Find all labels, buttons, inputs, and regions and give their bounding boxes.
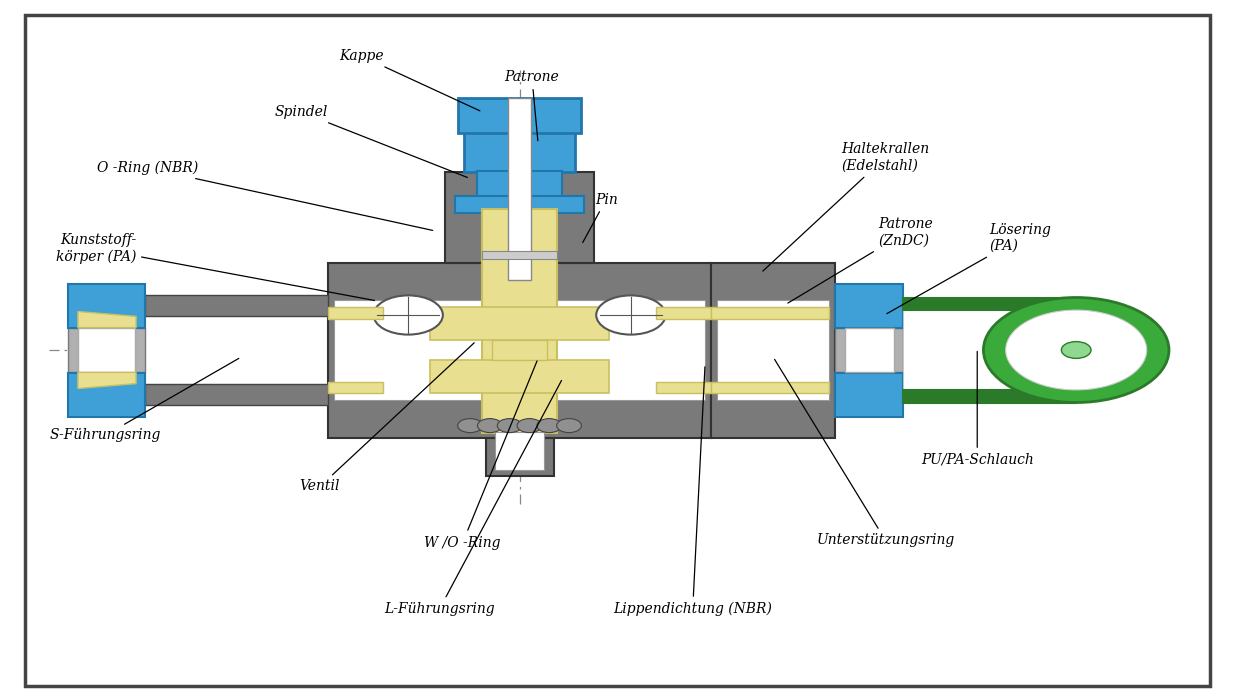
Bar xyxy=(145,384,328,405)
Polygon shape xyxy=(656,382,711,393)
Bar xyxy=(717,300,829,400)
Text: Lösering
(PA): Lösering (PA) xyxy=(887,223,1051,314)
Polygon shape xyxy=(78,372,136,389)
Circle shape xyxy=(537,419,562,433)
Polygon shape xyxy=(656,307,711,319)
Text: Unterstützungsring: Unterstützungsring xyxy=(774,359,955,547)
Text: Kunststoff-
körper (PA): Kunststoff- körper (PA) xyxy=(56,233,375,300)
Bar xyxy=(845,328,894,372)
Text: Ventil: Ventil xyxy=(299,343,474,494)
Bar xyxy=(145,295,328,316)
Bar xyxy=(903,310,1054,390)
Circle shape xyxy=(557,419,581,433)
Text: Haltekrallen
(Edelstahl): Haltekrallen (Edelstahl) xyxy=(763,142,929,271)
Polygon shape xyxy=(711,382,829,393)
Bar xyxy=(485,438,553,476)
Polygon shape xyxy=(711,307,829,319)
Text: Patrone: Patrone xyxy=(505,70,559,141)
Bar xyxy=(445,172,594,262)
Bar xyxy=(430,360,609,393)
Bar xyxy=(430,307,609,340)
Bar xyxy=(328,262,711,438)
Bar xyxy=(508,98,531,280)
Bar xyxy=(835,373,903,416)
Bar xyxy=(835,284,903,328)
Bar xyxy=(482,251,557,259)
Bar xyxy=(78,328,135,372)
Bar xyxy=(145,316,328,384)
Circle shape xyxy=(458,419,482,433)
Bar xyxy=(68,328,145,372)
Text: L-Führungsring: L-Führungsring xyxy=(385,381,562,616)
Polygon shape xyxy=(328,382,383,393)
Circle shape xyxy=(497,419,522,433)
Bar xyxy=(485,197,554,295)
Bar xyxy=(464,116,575,172)
Circle shape xyxy=(477,419,502,433)
Circle shape xyxy=(517,419,542,433)
Bar xyxy=(334,300,705,400)
Text: Patrone
(ZnDC): Patrone (ZnDC) xyxy=(788,217,933,303)
Bar xyxy=(495,432,543,470)
Text: Pin: Pin xyxy=(583,193,617,243)
Circle shape xyxy=(983,298,1169,402)
Bar xyxy=(903,390,1076,402)
Text: S-Führungsring: S-Führungsring xyxy=(49,358,239,442)
Bar xyxy=(482,209,557,433)
Bar xyxy=(455,196,584,214)
Text: O -Ring (NBR): O -Ring (NBR) xyxy=(96,161,433,230)
Circle shape xyxy=(1061,342,1091,358)
Circle shape xyxy=(374,295,443,335)
Text: PU/PA-Schlauch: PU/PA-Schlauch xyxy=(920,351,1034,467)
Bar xyxy=(477,172,562,200)
Circle shape xyxy=(596,295,666,335)
Polygon shape xyxy=(328,307,383,319)
Bar xyxy=(68,373,145,416)
Text: Kappe: Kappe xyxy=(339,49,480,111)
Text: W /O -Ring: W /O -Ring xyxy=(424,361,537,550)
Bar xyxy=(68,284,145,328)
Bar xyxy=(835,328,903,372)
Text: Lippendichtung (NBR): Lippendichtung (NBR) xyxy=(614,367,772,616)
Circle shape xyxy=(1006,310,1147,390)
Bar xyxy=(492,340,547,360)
Bar xyxy=(711,262,835,438)
Polygon shape xyxy=(78,312,136,328)
Bar xyxy=(458,98,581,133)
Bar xyxy=(903,298,1076,310)
Text: Spindel: Spindel xyxy=(275,105,468,178)
